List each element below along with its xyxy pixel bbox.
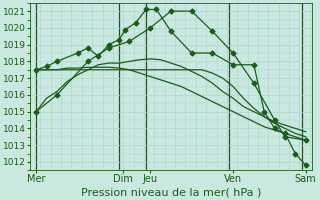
X-axis label: Pression niveau de la mer( hPa ): Pression niveau de la mer( hPa ) <box>81 187 261 197</box>
